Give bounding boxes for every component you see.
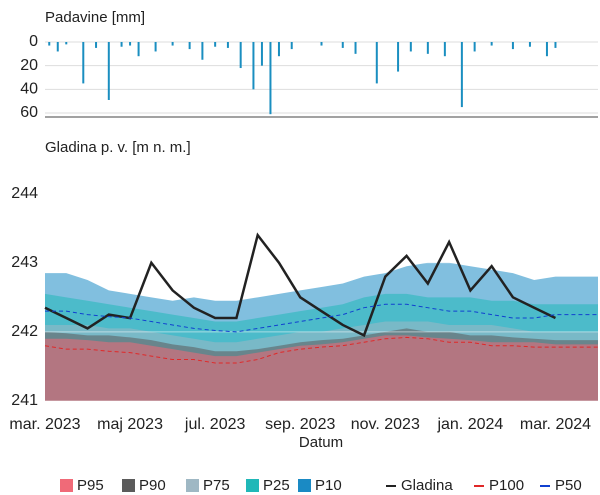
x-tick-label: sep. 2023 (265, 416, 335, 433)
precip-bar (341, 42, 344, 48)
percentile-line (44, 336, 598, 364)
precip-bar (409, 42, 412, 52)
precip-bar (137, 42, 140, 57)
precip-bar (201, 42, 204, 60)
precip-axis-title: Padavine [mm] (45, 9, 145, 26)
y-tick-label: 242 (11, 323, 38, 340)
legend-label: P100 (489, 477, 524, 494)
precip-bar (95, 42, 98, 48)
precip-bar (443, 42, 446, 57)
precip-bar (239, 42, 242, 69)
percentile-line (45, 303, 598, 333)
precip-bar (511, 42, 514, 50)
legend-label: P90 (139, 477, 166, 494)
precip-bar (171, 42, 174, 46)
x-tick-label: mar. 2024 (520, 416, 591, 433)
precip-bar (277, 42, 280, 57)
precip-bar (269, 42, 272, 115)
percentile-area (45, 335, 598, 401)
precip-bar (107, 42, 110, 100)
legend-swatch (60, 479, 73, 492)
precip-bar (56, 42, 59, 52)
precip-bar (188, 42, 191, 50)
legend-swatch (122, 479, 135, 492)
precip-bar (252, 42, 255, 90)
x-tick-label: nov. 2023 (351, 416, 420, 433)
precip-bar (129, 42, 132, 46)
precip-bar (290, 42, 293, 50)
precip-bar (554, 42, 557, 48)
precip-bar (354, 42, 357, 54)
precip-bar (426, 42, 429, 54)
precip-bar (320, 42, 323, 46)
precip-bar (490, 42, 493, 46)
precip-bar (82, 42, 85, 84)
precip-bar (528, 42, 531, 47)
legend-label: Gladina (401, 477, 453, 494)
y-tick-label: 244 (11, 185, 38, 202)
precip-bar (214, 42, 217, 47)
precip-bar (65, 42, 68, 45)
precip-bar (260, 42, 263, 66)
legend-label: P75 (203, 477, 230, 494)
legend-label: P10 (315, 477, 342, 494)
precip-bar (473, 42, 476, 52)
x-tick-label: mar. 2023 (9, 416, 80, 433)
precip-bar (120, 42, 123, 47)
precip-bar (226, 42, 229, 48)
legend-label: P50 (555, 477, 582, 494)
legend-swatch (246, 479, 259, 492)
x-tick-label: jul. 2023 (184, 416, 246, 433)
y-tick-label: 20 (20, 57, 38, 74)
legend-label: P95 (77, 477, 104, 494)
x-tick-label: jan. 2024 (436, 416, 503, 433)
precip-bar (154, 42, 157, 52)
x-tick-label: maj 2023 (97, 416, 163, 433)
precip-bar (375, 42, 378, 84)
precip-bar (397, 42, 400, 72)
y-tick-label: 243 (11, 254, 38, 271)
precip-bar (48, 42, 51, 46)
legend-swatch (298, 479, 311, 492)
y-tick-label: 40 (20, 81, 38, 98)
legend-label: P25 (263, 477, 290, 494)
y-tick-label: 241 (11, 392, 38, 409)
x-axis-title: Datum (299, 434, 343, 451)
precip-bar (545, 42, 548, 57)
precip-bar (460, 42, 463, 108)
y-tick-label: 0 (29, 33, 38, 50)
y-tick-label: 60 (20, 104, 38, 121)
level-axis-title: Gladina p. v. [m n. m.] (45, 139, 191, 156)
legend-swatch (186, 479, 199, 492)
